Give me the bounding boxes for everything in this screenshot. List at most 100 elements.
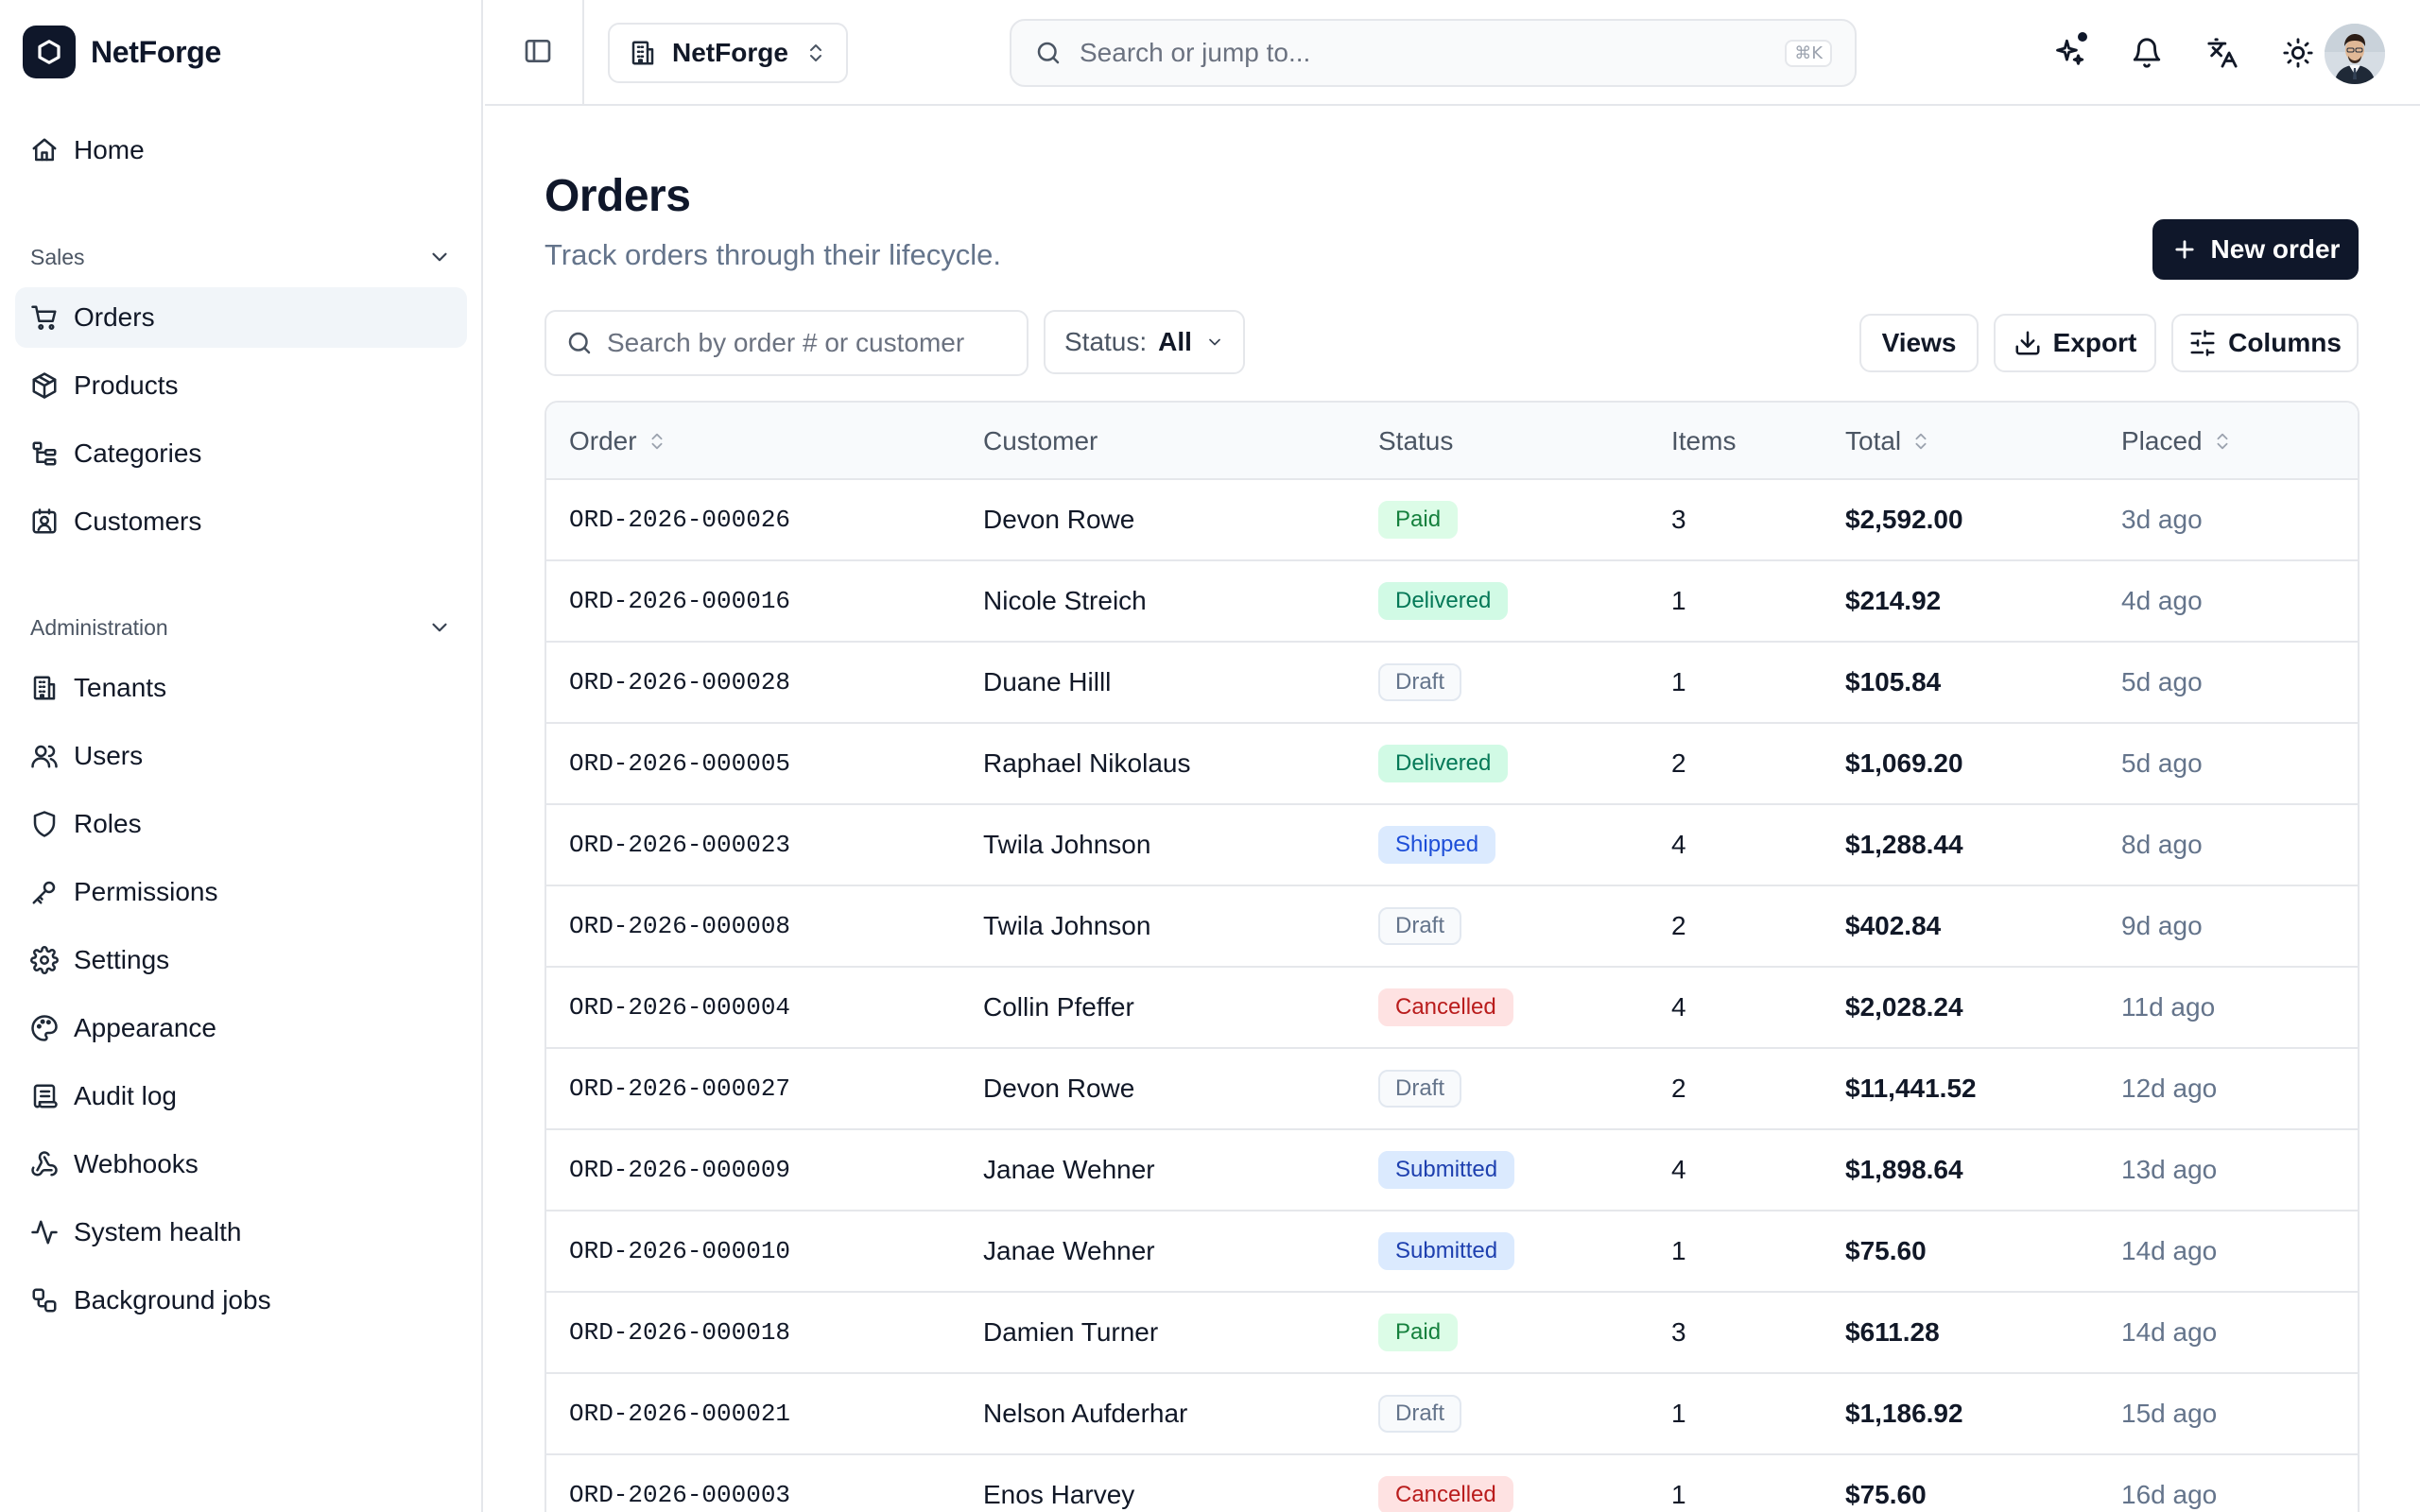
search-icon bbox=[1034, 39, 1063, 67]
sidebar-item-label: Users bbox=[74, 741, 144, 770]
columns-button[interactable]: Columns bbox=[2171, 314, 2359, 372]
table-row[interactable]: ORD-2026-000016 Nicole Streich Delivered 1 $… bbox=[546, 561, 2358, 643]
table-row[interactable]: ORD-2026-000018 Damien Turner Paid 3 $611.28… bbox=[546, 1293, 2358, 1374]
download-icon bbox=[2014, 329, 2042, 357]
cell-placed: 12d ago bbox=[2121, 1074, 2218, 1103]
sidebar-item-roles[interactable]: Roles bbox=[15, 794, 467, 854]
sidebar-item-products[interactable]: Products bbox=[15, 355, 467, 416]
cell-customer: Janae Wehner bbox=[983, 1236, 1155, 1265]
cell-items: 3 bbox=[1671, 505, 1686, 534]
sidebar-item-home[interactable]: Home bbox=[15, 120, 467, 180]
cell-customer: Devon Rowe bbox=[983, 505, 1135, 534]
cell-status: Draft bbox=[1378, 643, 1462, 722]
cell-total: $1,186.92 bbox=[1845, 1399, 1963, 1428]
cell-customer: Devon Rowe bbox=[983, 1074, 1135, 1103]
sidebar-item-categories[interactable]: Categories bbox=[15, 423, 467, 484]
column-header-total[interactable]: Total bbox=[1845, 403, 1931, 480]
table-row[interactable]: ORD-2026-000008 Twila Johnson Draft 2 $402.8… bbox=[546, 886, 2358, 968]
order-search-input[interactable] bbox=[607, 328, 1004, 358]
table-row[interactable]: ORD-2026-000009 Janae Wehner Submitted 4 $1,… bbox=[546, 1130, 2358, 1211]
cell-customer: Raphael Nikolaus bbox=[983, 748, 1191, 778]
avatar[interactable] bbox=[2325, 24, 2385, 84]
sidebar-item-label: Roles bbox=[74, 809, 142, 838]
sidebar-item-orders[interactable]: Orders bbox=[15, 287, 467, 348]
cell-order: ORD-2026-000018 bbox=[569, 1318, 791, 1347]
bell-icon bbox=[2131, 37, 2163, 69]
cell-total: $611.28 bbox=[1845, 1317, 1940, 1347]
nav-section-administration[interactable]: Administration bbox=[30, 609, 452, 646]
cell-total: $1,069.20 bbox=[1845, 748, 1963, 778]
cell-items: 1 bbox=[1671, 1399, 1686, 1428]
column-header-status: Status bbox=[1378, 403, 1453, 480]
cell-total: $1,288.44 bbox=[1845, 830, 1963, 859]
theme-toggle-button[interactable] bbox=[2279, 34, 2317, 72]
cell-order: ORD-2026-000021 bbox=[569, 1400, 791, 1428]
table-row[interactable]: ORD-2026-000028 Duane Hilll Draft 1 $105.84 5… bbox=[546, 643, 2358, 724]
chevron-down-icon bbox=[1205, 331, 1224, 353]
sidebar-item-webhooks[interactable]: Webhooks bbox=[15, 1134, 467, 1194]
sidebar-item-tenants[interactable]: Tenants bbox=[15, 658, 467, 718]
sidebar-item-system-health[interactable]: System health bbox=[15, 1202, 467, 1263]
sidebar-item-users[interactable]: Users bbox=[15, 726, 467, 786]
brand-logo-icon bbox=[23, 26, 76, 78]
ai-assistant-button[interactable] bbox=[2051, 30, 2089, 72]
tenant-switcher[interactable]: NetForge bbox=[608, 23, 848, 83]
users-icon bbox=[30, 742, 59, 770]
cell-items: 3 bbox=[1671, 1317, 1686, 1347]
gear-icon bbox=[30, 946, 59, 974]
shield-icon bbox=[30, 810, 59, 838]
table-row[interactable]: ORD-2026-000021 Nelson Aufderhar Draft 1 $1,… bbox=[546, 1374, 2358, 1455]
column-header-placed[interactable]: Placed bbox=[2121, 403, 2233, 480]
global-search[interactable]: Search or jump to... ⌘K bbox=[1010, 19, 1857, 87]
cell-placed: 14d ago bbox=[2121, 1317, 2218, 1347]
views-button[interactable]: Views bbox=[1859, 314, 1979, 372]
table-row[interactable]: ORD-2026-000027 Devon Rowe Draft 2 $11,441.5… bbox=[546, 1049, 2358, 1130]
cell-status: Cancelled bbox=[1378, 968, 1513, 1047]
table-row[interactable]: ORD-2026-000010 Janae Wehner Submitted 1 $75… bbox=[546, 1211, 2358, 1293]
sidebar-item-appearance[interactable]: Appearance bbox=[15, 998, 467, 1058]
table-row[interactable]: ORD-2026-000026 Devon Rowe Paid 3 $2,592.00 3… bbox=[546, 480, 2358, 561]
sidebar-item-customers[interactable]: Customers bbox=[15, 491, 467, 552]
sidebar-item-permissions[interactable]: Permissions bbox=[15, 862, 467, 922]
sidebar: NetForge Home Sales Orders Products Cate… bbox=[0, 0, 483, 1512]
cell-placed: 5d ago bbox=[2121, 667, 2203, 696]
search-icon bbox=[565, 329, 594, 357]
sidebar-item-background-jobs[interactable]: Background jobs bbox=[15, 1270, 467, 1331]
status-filter-dropdown[interactable]: Status: All bbox=[1044, 310, 1245, 374]
language-button[interactable] bbox=[2204, 34, 2241, 72]
building-icon bbox=[30, 674, 59, 702]
cell-order: ORD-2026-000008 bbox=[569, 912, 791, 940]
views-label: Views bbox=[1881, 328, 1957, 357]
home-icon bbox=[30, 136, 59, 164]
nav-section-title: Administration bbox=[30, 614, 168, 640]
status-filter-value: All bbox=[1158, 327, 1192, 356]
table-row[interactable]: ORD-2026-000003 Enos Harvey Cancelled 1 $75.… bbox=[546, 1455, 2358, 1512]
sidebar-toggle-button[interactable] bbox=[523, 36, 557, 70]
export-button[interactable]: Export bbox=[1994, 314, 2156, 372]
status-filter-label: Status: bbox=[1064, 327, 1148, 356]
sidebar-item-label: Audit log bbox=[74, 1081, 177, 1110]
table-row[interactable]: ORD-2026-000005 Raphael Nikolaus Delivered… bbox=[546, 724, 2358, 805]
cell-customer: Damien Turner bbox=[983, 1317, 1159, 1347]
column-header-order[interactable]: Order bbox=[569, 403, 667, 480]
building-icon bbox=[629, 39, 657, 67]
divider bbox=[582, 0, 584, 106]
status-badge: Shipped bbox=[1378, 826, 1496, 864]
scroll-icon bbox=[30, 1082, 59, 1110]
cell-customer: Twila Johnson bbox=[983, 830, 1151, 859]
sun-icon bbox=[2282, 37, 2314, 69]
page-subtitle: Track orders through their lifecycle. bbox=[544, 238, 1001, 271]
sidebar-item-label: Tenants bbox=[74, 673, 167, 702]
sidebar-item-audit-log[interactable]: Audit log bbox=[15, 1066, 467, 1126]
status-badge: Paid bbox=[1378, 501, 1459, 539]
table-row[interactable]: ORD-2026-000023 Twila Johnson Shipped 4 $1,2… bbox=[546, 805, 2358, 886]
column-header-label: Placed bbox=[2121, 426, 2203, 455]
sidebar-item-settings[interactable]: Settings bbox=[15, 930, 467, 990]
nav-section-sales[interactable]: Sales bbox=[30, 238, 452, 276]
column-header-label: Status bbox=[1378, 426, 1454, 455]
notifications-button[interactable] bbox=[2128, 34, 2166, 72]
brand[interactable]: NetForge bbox=[23, 25, 221, 79]
sidebar-item-label: Background jobs bbox=[74, 1285, 271, 1314]
new-order-button[interactable]: New order bbox=[2152, 219, 2359, 280]
table-row[interactable]: ORD-2026-000004 Collin Pfeffer Cancelled 4 $… bbox=[546, 968, 2358, 1049]
